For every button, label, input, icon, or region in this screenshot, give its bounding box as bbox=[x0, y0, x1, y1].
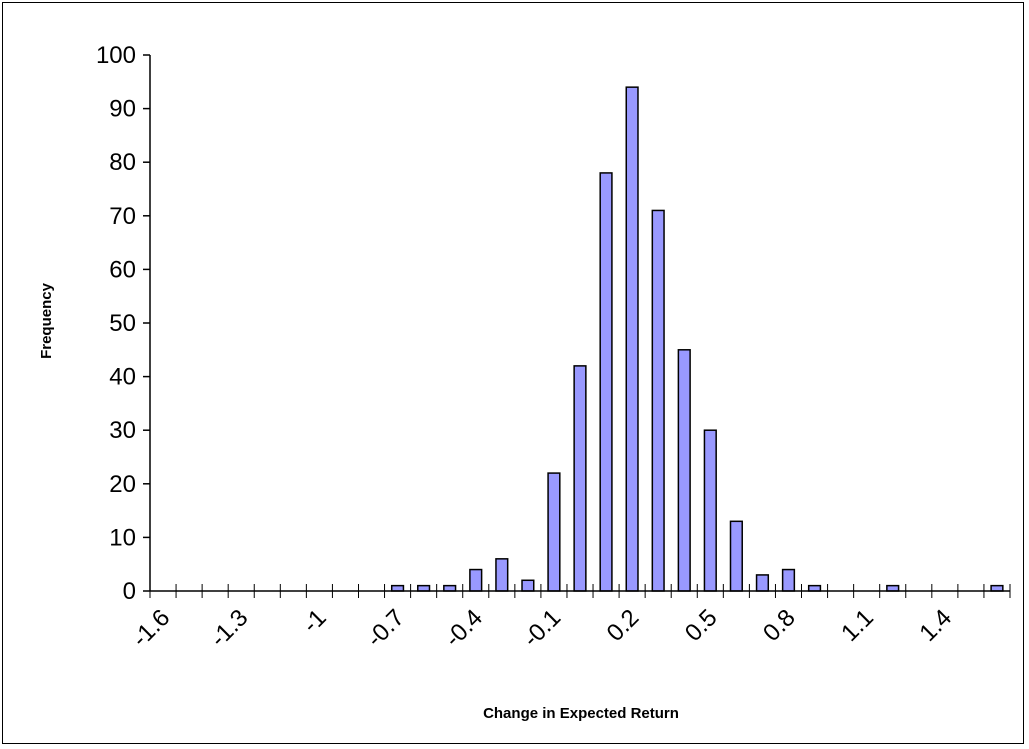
bar-0.8 bbox=[781, 568, 796, 592]
x-tick-label: -1.6 bbox=[127, 604, 175, 652]
y-tick-label: 70 bbox=[109, 203, 136, 230]
y-tick-label: 20 bbox=[109, 471, 136, 498]
x-tick-label: 0.8 bbox=[758, 604, 801, 647]
y-tick-label: 90 bbox=[109, 96, 136, 123]
y-tick-label: 30 bbox=[109, 417, 136, 444]
bar--0.4 bbox=[469, 568, 483, 592]
bar-0.5 bbox=[703, 429, 717, 592]
bar--0.1 bbox=[547, 472, 561, 592]
bar-0.1 bbox=[599, 172, 613, 592]
bar-1.6 bbox=[990, 584, 1004, 592]
y-tick-label: 40 bbox=[109, 364, 136, 391]
bar--0.6 bbox=[417, 584, 431, 592]
x-tick-label: -0.1 bbox=[518, 604, 566, 652]
bars-group bbox=[390, 86, 1004, 592]
x-tick-label: -0.7 bbox=[361, 604, 409, 652]
bar-0.2 bbox=[625, 86, 639, 592]
bar-1.2 bbox=[886, 584, 900, 592]
bar-0.3 bbox=[651, 209, 665, 592]
y-tick-label: 60 bbox=[109, 256, 136, 283]
y-axis-title: Frequency bbox=[38, 282, 55, 359]
bar-0.7 bbox=[755, 574, 770, 592]
bar-0.4 bbox=[677, 349, 691, 592]
bar-0.6 bbox=[729, 520, 743, 592]
y-tick-label: 0 bbox=[123, 578, 136, 605]
bar--0.5 bbox=[443, 584, 457, 592]
x-tick-label: 1.1 bbox=[836, 604, 879, 647]
bar--0.2 bbox=[521, 579, 535, 592]
x-tick-label: -0.4 bbox=[440, 604, 488, 652]
bar-0 bbox=[573, 365, 587, 592]
x-tick-label: 0.5 bbox=[680, 604, 723, 647]
bar-0.9 bbox=[807, 584, 822, 592]
x-tick-label: 0.2 bbox=[602, 604, 645, 647]
x-tick-label: 1.4 bbox=[914, 604, 957, 647]
y-tick-label: 80 bbox=[109, 149, 136, 176]
y-tick-label: 50 bbox=[109, 310, 136, 337]
y-tick-label: 10 bbox=[109, 524, 136, 551]
x-tick-label: -1.3 bbox=[205, 604, 253, 652]
x-axis-title: Change in Expected Return bbox=[483, 705, 679, 722]
bar--0.7 bbox=[390, 584, 405, 592]
y-tick-label: 100 bbox=[96, 42, 136, 69]
bar--0.3 bbox=[495, 558, 509, 592]
y-axis: 0 10 20 30 40 50 60 70 80 90 100 bbox=[96, 42, 151, 605]
x-axis: -1.6 -1.3 -1 -0.7 -0.4 -0.1 0.2 0.5 0.8 1.1 1.4 bbox=[127, 584, 1011, 652]
x-tick-label: -1 bbox=[297, 604, 331, 638]
